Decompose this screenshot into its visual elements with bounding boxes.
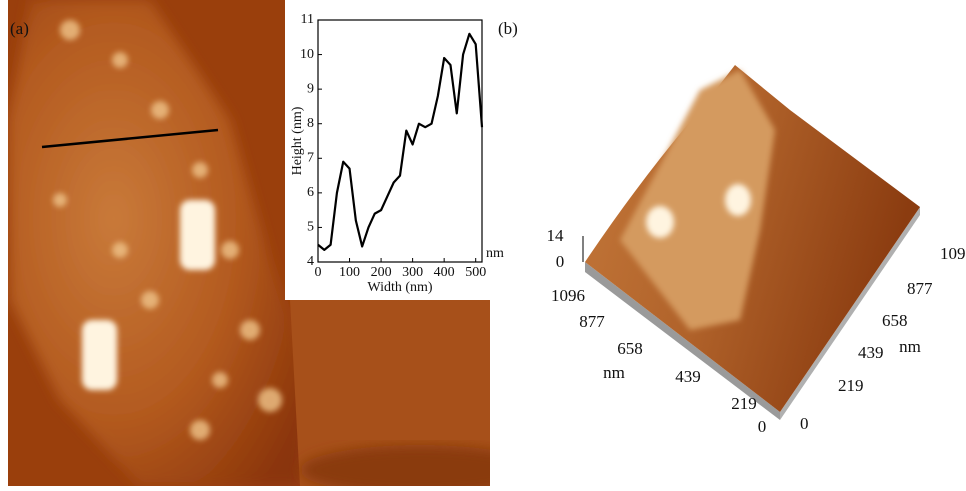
left-tick-label: 439 [675, 367, 701, 386]
panel-label: (a) [10, 19, 29, 38]
left-tick-label: 1096 [551, 286, 585, 305]
right-tick-label: 1096 [940, 244, 966, 263]
left-tick-label: 877 [579, 312, 605, 331]
y-axis-label: Height (nm) [290, 106, 305, 175]
y-tick-label: 7 [307, 151, 314, 166]
x-tick-label: 500 [465, 265, 486, 280]
x-tick-label: 100 [339, 265, 360, 280]
y-tick-label: 8 [307, 116, 314, 131]
right-tick-label: 658 [882, 311, 908, 330]
right-tick-label: 0 [800, 414, 809, 433]
right-tick-label: 439 [858, 343, 884, 362]
y-tick-label: 5 [307, 220, 314, 235]
x-axis-label: Width (nm) [367, 280, 432, 295]
x-tick-label: 0 [315, 265, 322, 280]
x-tick-label: 200 [371, 265, 392, 280]
x-tick-label: 400 [434, 265, 455, 280]
y-tick-label: 9 [307, 81, 314, 96]
left-tick-label: 658 [617, 339, 643, 358]
z-tick-label: 0 [556, 252, 565, 271]
left-tick-label: 219 [731, 394, 757, 413]
right-tick-label: 219 [838, 376, 864, 395]
panel-label: (b) [498, 19, 518, 38]
left-axis-unit: nm [603, 363, 625, 382]
x-tick-label: 300 [402, 265, 423, 280]
z-tick-label: 14 [547, 226, 565, 245]
y-tick-label: 11 [301, 12, 314, 27]
y-tick-label: 6 [307, 185, 314, 200]
x-unit: nm [486, 246, 504, 261]
figure: (a) 4 5 6 7 8 9 10 11 0 100 200 300 400 500 Width (nm)… [0, 0, 966, 486]
afm-3d [585, 65, 920, 420]
y-tick-label: 10 [300, 47, 314, 62]
y-tick-label: 4 [307, 254, 314, 269]
right-axis-unit: nm [899, 337, 921, 356]
left-tick-label: 0 [758, 417, 767, 436]
right-tick-label: 877 [907, 279, 933, 298]
